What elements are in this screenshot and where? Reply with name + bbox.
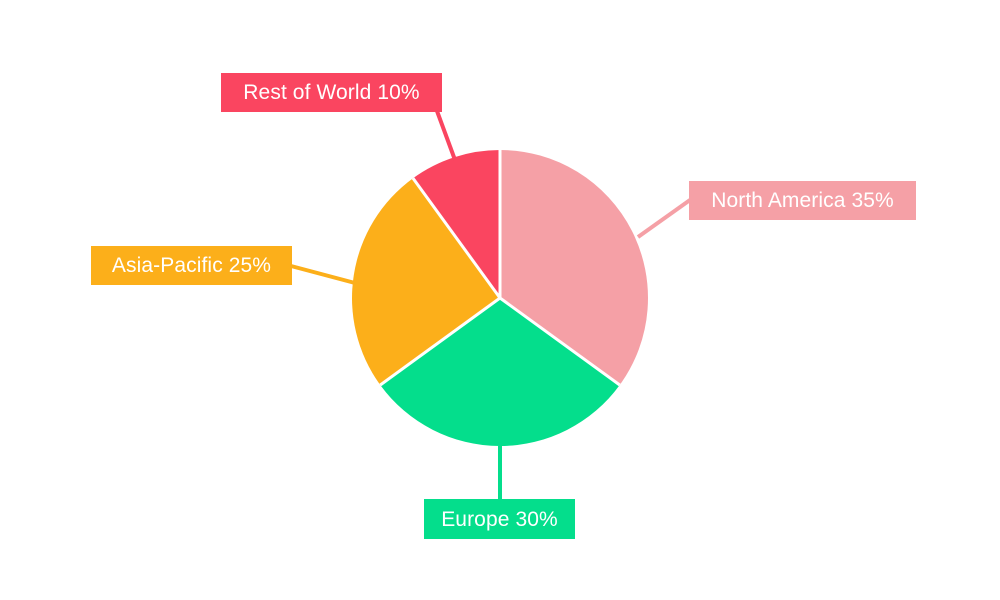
leader-line-rest-of-world	[435, 110, 457, 161]
pie-label-rest-of-world[interactable]: Rest of World 10%	[221, 73, 442, 112]
pie-slice-north-america[interactable]	[500, 150, 648, 385]
pie-label-asia-pacific-text: Asia-Pacific 25%	[111, 254, 272, 277]
leader-line-asia-pacific	[290, 264, 356, 285]
pie-label-europe[interactable]: Europe 30%	[424, 499, 575, 539]
pie-slice-rest-of-world[interactable]	[413, 150, 500, 298]
pie-label-europe-text: Europe 30%	[441, 507, 558, 531]
pie-label-rest-of-world-text: Rest of World 10%	[243, 81, 420, 104]
pie-label-asia-pacific[interactable]: Asia-Pacific 25%	[91, 246, 292, 285]
pie-label-north-america[interactable]: North America 35%	[689, 181, 916, 220]
pie-slice-europe[interactable]	[380, 298, 620, 446]
leader-line-north-america	[636, 198, 692, 239]
pie-slice-asia-pacific[interactable]	[352, 178, 500, 385]
pie-label-north-america-text: North America 35%	[711, 189, 894, 212]
pie-slice-separators	[379, 150, 621, 387]
